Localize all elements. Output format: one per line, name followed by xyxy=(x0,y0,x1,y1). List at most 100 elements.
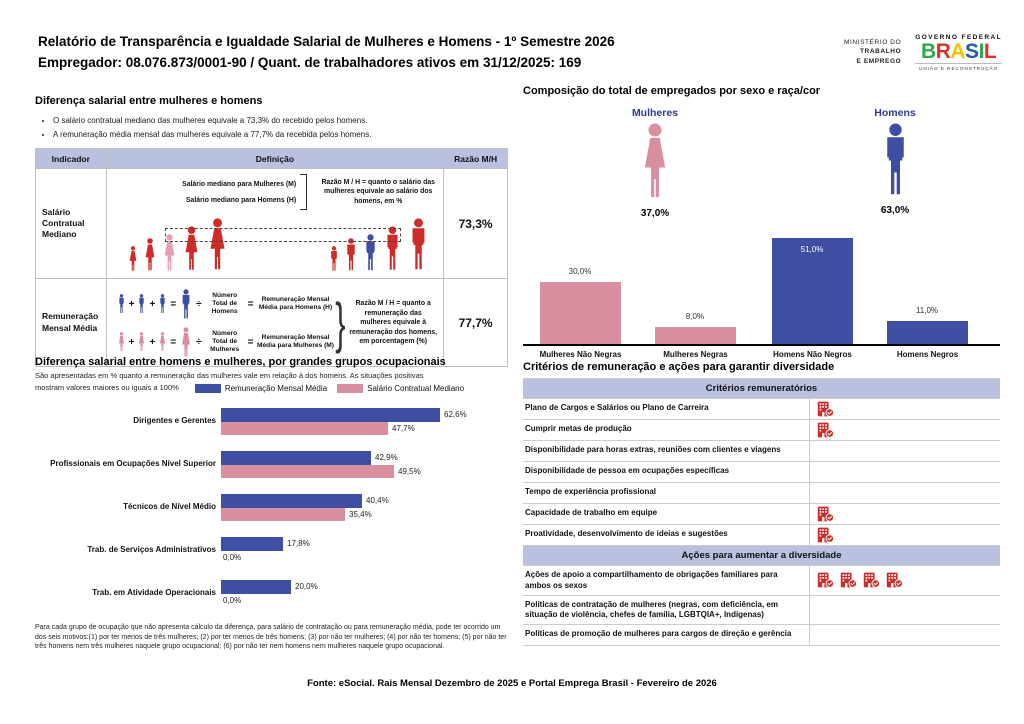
male-figure-icon xyxy=(406,218,431,272)
criteria-section-header: Ações para aumentar a diversidade xyxy=(523,546,1000,566)
male-figure-icon xyxy=(179,288,193,320)
male-figure-icon xyxy=(878,123,913,198)
occ-value-label: 42,9% xyxy=(375,453,398,463)
building-check-icon xyxy=(863,572,880,589)
criteria-icons xyxy=(810,504,1000,524)
women-result-label: Remuneração Mensal Média para Mulheres (… xyxy=(257,333,334,349)
criteria-icons xyxy=(810,441,1000,461)
indicator-label: Salário Contratual Mediano xyxy=(35,168,107,279)
occ-bar-row: 17,8% xyxy=(221,536,513,551)
page-title: Relatório de Transparência e Igualdade S… xyxy=(38,34,615,49)
indicator-table: Indicador Definição Razão M/H Salário Co… xyxy=(35,148,508,367)
occ-bar-row: 0,0% xyxy=(221,594,513,607)
women-group xyxy=(127,218,230,272)
occ-bar xyxy=(221,493,362,508)
occ-bar xyxy=(221,421,388,435)
occ-category-label: Dirigentes e Gerentes xyxy=(133,416,216,426)
occupation-bar-chart: Dirigentes e Gerentes 62,6% 47,7% Profissio… xyxy=(35,407,513,607)
bar-value-label: 30,0% xyxy=(568,267,592,276)
criteria-icons xyxy=(810,596,1000,625)
report-header: Relatório de Transparência e Igualdade S… xyxy=(38,32,615,74)
col-header-razao: Razão M/H xyxy=(443,148,508,169)
bar-value-label: 11,0% xyxy=(915,306,939,315)
occ-value-label: 20,0% xyxy=(295,582,318,592)
bar-0 xyxy=(540,282,621,344)
male-figure-icon xyxy=(137,294,146,314)
section-heading: Critérios de remuneração e ações para ga… xyxy=(523,361,835,373)
occ-bar-row: 35,4% xyxy=(221,507,513,521)
definition-mean: + + = ÷ Número Total de Homens = Remuneraç… xyxy=(105,278,445,367)
occ-bar-row: 42,9% xyxy=(221,450,513,465)
occ-bar xyxy=(221,450,371,465)
occ-value-label: 47,7% xyxy=(392,423,415,433)
brasil-logo: BRASIL xyxy=(921,40,997,63)
criteria-icons xyxy=(810,399,1000,419)
criteria-row: Disponibilidade de pessoa em ocupações e… xyxy=(523,462,1000,483)
section-heading: Diferença salarial entre homens e mulher… xyxy=(35,356,446,368)
female-figure-icon xyxy=(127,246,139,272)
median-note: Razão M / H = quanto o salário das mulhe… xyxy=(321,179,435,205)
criteria-label: Proatividade, desenvolvimento de ideias … xyxy=(523,525,810,545)
men-label: Homens xyxy=(874,107,916,119)
occ-category-label: Profissionais em Ocupações Nível Superio… xyxy=(50,459,216,469)
criteria-icons xyxy=(810,566,1000,595)
building-check-icon xyxy=(817,506,834,522)
criteria-label: Disponibilidade para horas extras, reuni… xyxy=(523,441,810,461)
criteria-label: Tempo de experiência profissional xyxy=(523,483,810,503)
male-figure-icon xyxy=(328,246,340,272)
occ-value-label: 0,0% xyxy=(223,552,242,562)
building-check-icon xyxy=(817,527,834,543)
occ-group: Profissionais em Ocupações Nível Superio… xyxy=(35,450,513,478)
bar-value-label: 51,0% xyxy=(800,245,824,254)
occ-bar xyxy=(221,536,283,551)
criteria-row: Ações de apoio a compartilhamento de obr… xyxy=(523,566,1000,596)
table-row-median: Salário Contratual Mediano Salário media… xyxy=(35,168,508,279)
female-figure-icon xyxy=(137,332,146,352)
section-occupation-gap: Diferença salarial entre homens e mulher… xyxy=(35,356,513,652)
men-result-label: Remuneração Mensal Média para Homens (H) xyxy=(258,295,333,311)
women-summary: Mulheres 37,0% xyxy=(595,107,715,219)
ministry-line: E EMPREGO xyxy=(856,58,902,66)
ministry-logo: MINISTÉRIO DO TRABALHO E EMPREGO xyxy=(844,38,901,67)
legend-item: Salário Contratual Mediano xyxy=(337,383,464,393)
bracket-shape xyxy=(300,174,308,210)
occ-bar-row: 20,0% xyxy=(221,579,513,594)
section-criteria: Critérios de remuneração e ações para ga… xyxy=(523,361,1000,647)
occ-bar xyxy=(221,507,345,521)
median-people-diagram xyxy=(113,210,440,274)
women-formula: + + = ÷ Número Total de Mulheres = Remuner… xyxy=(117,326,335,358)
bar-category-label: Homens Não Negros xyxy=(773,350,852,359)
bullet-item: A remuneração média mensal das mulheres … xyxy=(53,128,508,142)
criteria-icons xyxy=(810,525,1000,545)
criteria-row: Cumprir metas de produção xyxy=(523,420,1000,441)
criteria-label: Disponibilidade de pessoa em ocupações e… xyxy=(523,462,810,482)
men-divisor-label: Número Total de Homens xyxy=(211,291,238,316)
occ-value-label: 40,4% xyxy=(366,496,389,506)
occ-group: Técnicos de Nível Médio 40,4% 35,4% xyxy=(35,493,513,521)
building-check-icon xyxy=(817,401,834,417)
building-check-icon xyxy=(886,572,903,589)
bar-3 xyxy=(887,321,968,344)
male-figure-icon xyxy=(117,294,126,314)
criteria-icons xyxy=(810,462,1000,482)
criteria-row: Tempo de experiência profissional xyxy=(523,483,1000,504)
occ-bar-row: 62,6% xyxy=(221,407,513,422)
ratio-mean: 77,7% xyxy=(443,278,508,367)
legend-swatch xyxy=(337,383,364,393)
women-label: Mulheres xyxy=(631,107,679,119)
occ-group: Dirigentes e Gerentes 62,6% 47,7% xyxy=(35,407,513,435)
median-women-label: Salário mediano para Mulheres (M) xyxy=(182,180,297,188)
mean-note: Razão M / H = quanto a remuneração das m… xyxy=(349,299,438,346)
building-check-icon xyxy=(817,572,834,589)
chart-subtitle-line2: mostram valores maiores ou iguais a 100% xyxy=(35,382,179,392)
bar-category-label: Mulheres Negras xyxy=(663,350,728,359)
criteria-icons xyxy=(810,625,1000,645)
men-summary: Homens 63,0% xyxy=(835,107,955,216)
ministry-line: MINISTÉRIO DO xyxy=(843,38,902,46)
ratio-median: 73,3% xyxy=(443,168,508,279)
median-connector-dashes xyxy=(164,228,402,242)
col-header-definicao: Definição xyxy=(105,148,445,169)
source-footer: Fonte: eSocial. Rais Mensal Dezembro de … xyxy=(307,678,717,689)
male-figure-icon xyxy=(343,238,359,272)
